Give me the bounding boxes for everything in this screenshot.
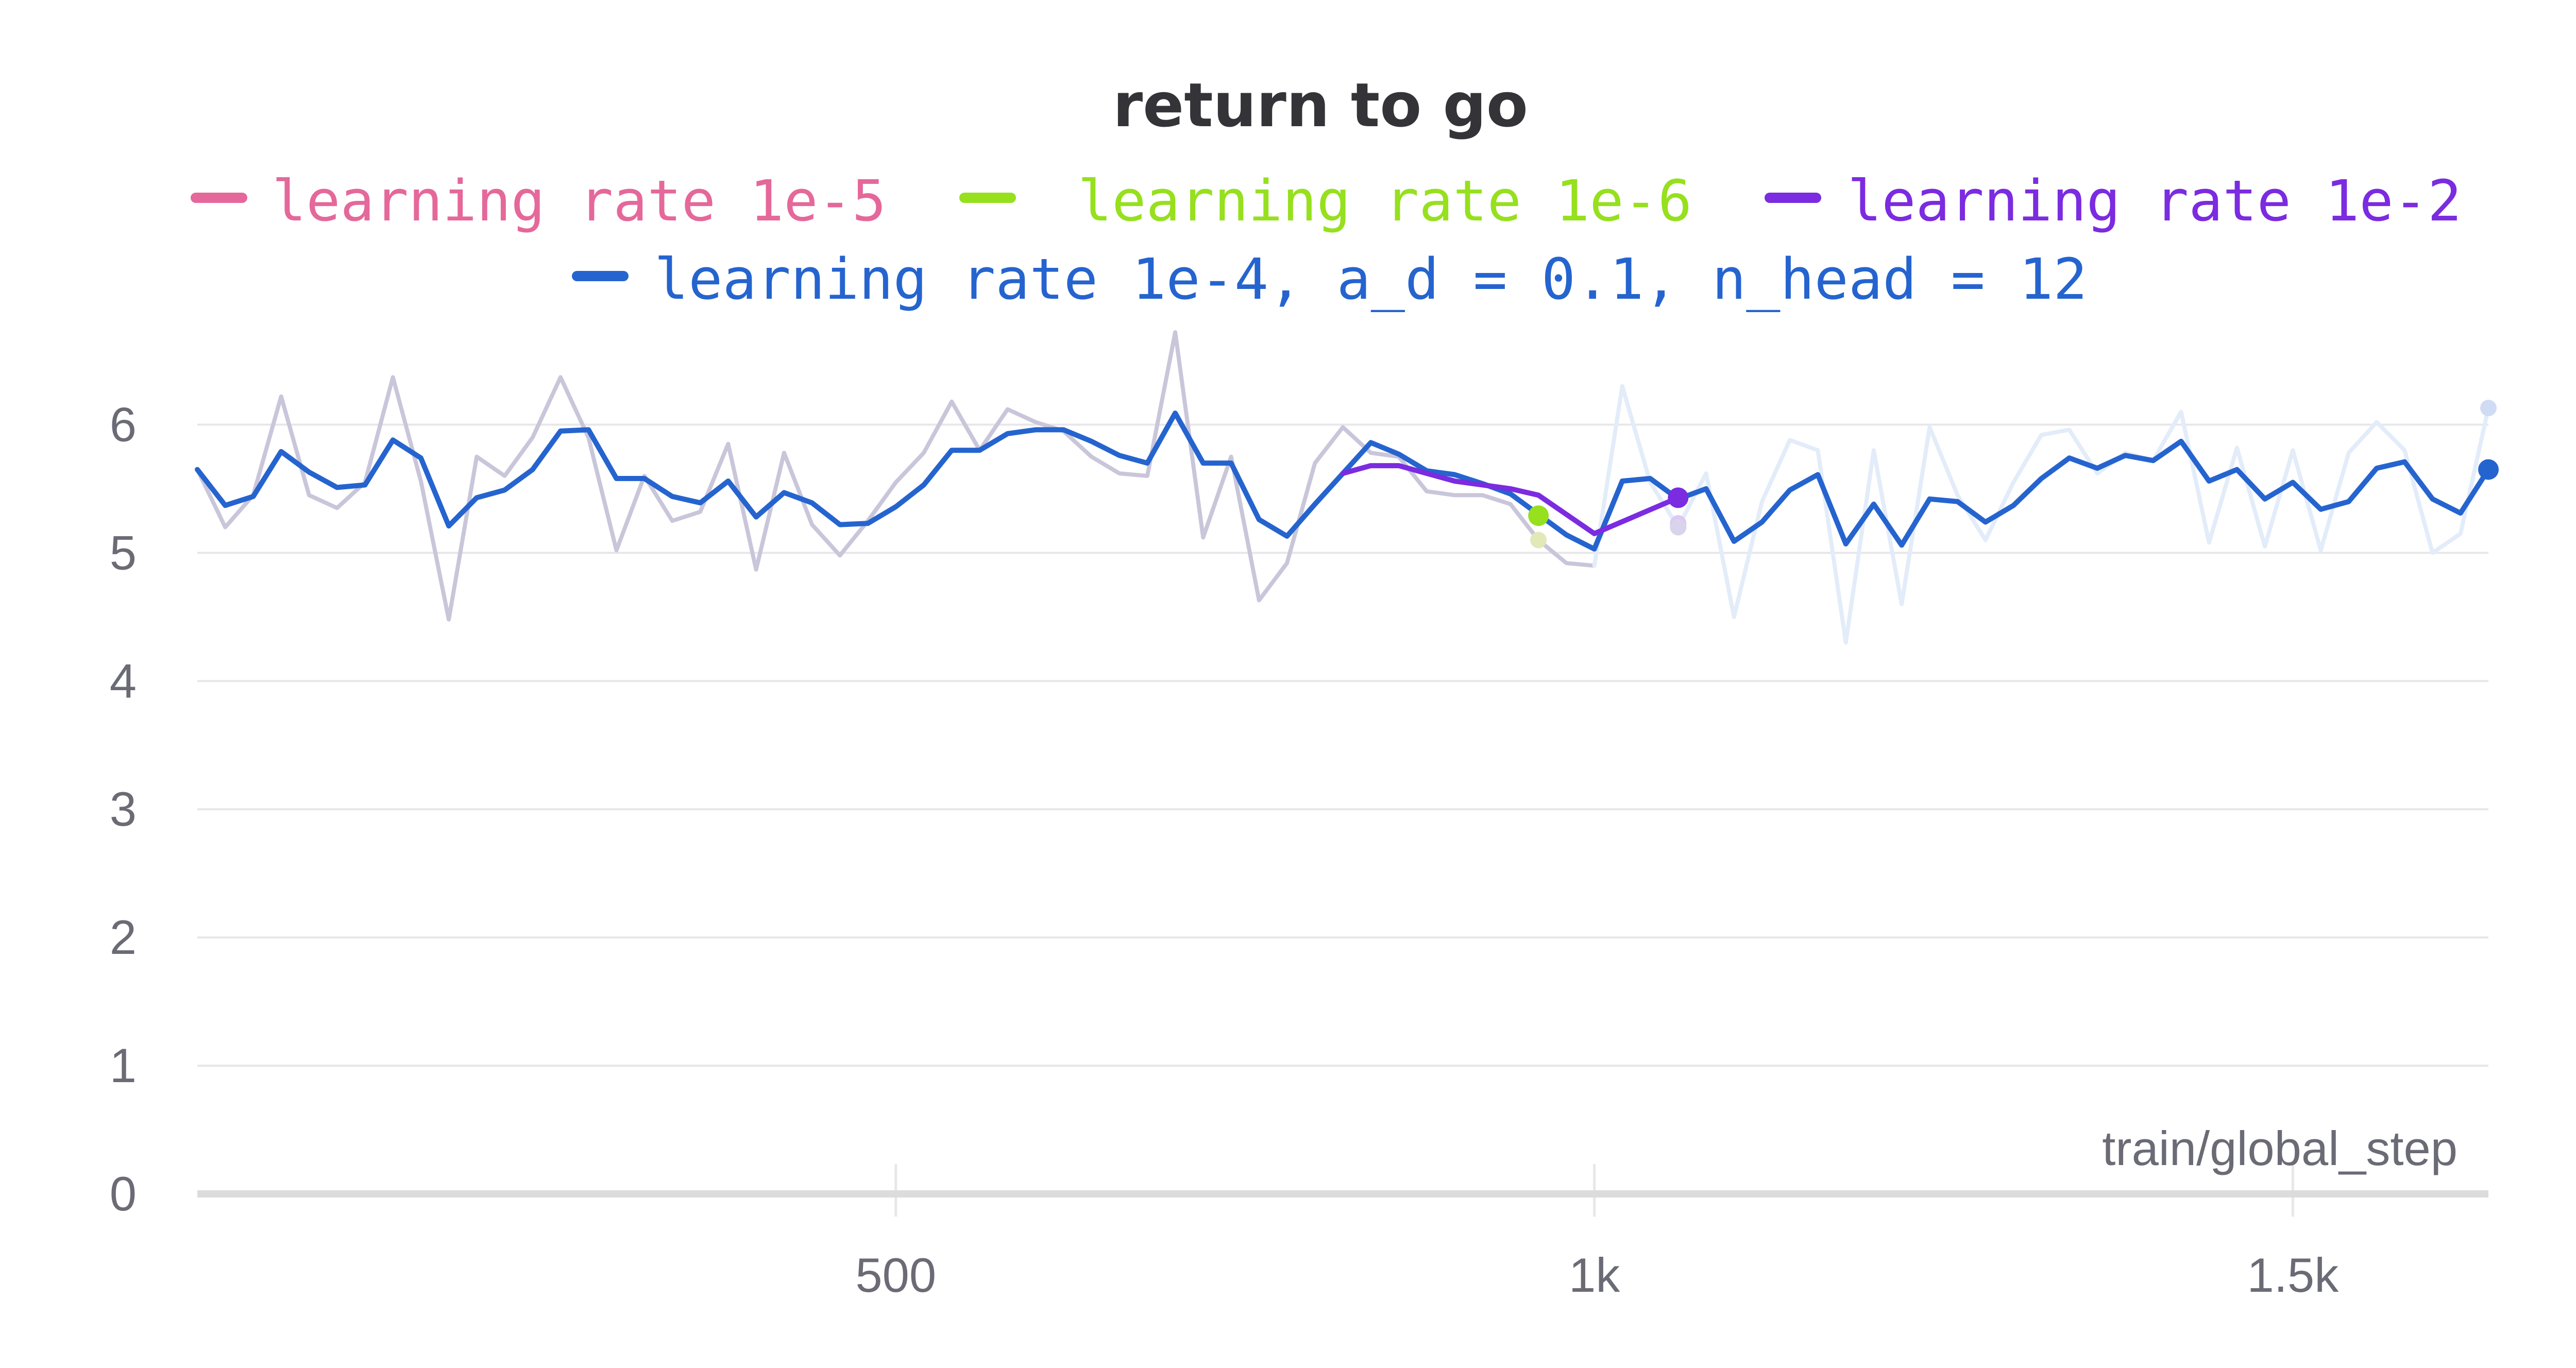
x-axis-title: train/global_step	[2102, 1121, 2458, 1175]
legend-item-lr-1e-6[interactable]: learning rate 1e-6	[959, 168, 1692, 234]
legend-label-lr-1e-6: learning rate 1e-6	[1078, 168, 1692, 234]
x-tick-labels: 500 1k 1.5k	[855, 1248, 2339, 1302]
x-axis-line	[197, 1190, 2488, 1198]
y-tick-labels: 0 1 2 3 4 5 6	[110, 397, 137, 1221]
raw-series-line-0	[195, 330, 1597, 622]
endpoint-marker-2	[2478, 459, 2499, 480]
legend-swatch-lr-1e-2	[1765, 193, 1821, 203]
y-tick-label-1: 1	[110, 1038, 137, 1092]
y-tick-label-4: 4	[110, 654, 137, 708]
x-tick-label-1500: 1.5k	[2247, 1248, 2340, 1302]
chart-title: return to go	[1113, 70, 1528, 141]
legend-swatch-lr-1e-6	[959, 193, 1016, 203]
faded-endpoint-marker-2	[1670, 519, 1687, 536]
y-tick-label-5: 5	[110, 525, 137, 579]
legend[interactable]: learning rate 1e-5 learning rate 1e-6 le…	[191, 168, 2462, 312]
legend-label-lr-1e-2: learning rate 1e-2	[1848, 168, 2462, 234]
series-line-learning-rate-1e-4-a-d-0-1-n-head-12	[195, 411, 2491, 552]
raw-series-line-1	[1592, 384, 2490, 645]
series-line-learning-rate-1e-2	[1340, 463, 1681, 536]
x-tick-label-1000: 1k	[1569, 1248, 1620, 1302]
y-tick-label-6: 6	[110, 397, 137, 451]
legend-label-lr-1e-4: learning rate 1e-4, a_d = 0.1, n_head = …	[654, 246, 2087, 312]
faded-endpoint-marker-0	[1530, 532, 1547, 549]
grid-lines	[197, 423, 2488, 1067]
endpoint-marker-1	[1668, 487, 1689, 508]
y-tick-label-0: 0	[110, 1167, 137, 1221]
x-tick-label-500: 500	[855, 1248, 936, 1302]
legend-swatch-lr-1e-5	[191, 193, 247, 203]
smoothed-series-lines	[195, 411, 2491, 552]
endpoint-markers	[1528, 400, 2499, 549]
legend-item-lr-1e-2[interactable]: learning rate 1e-2	[1765, 168, 2462, 234]
endpoint-marker-0	[1528, 505, 1549, 526]
legend-item-lr-1e-4[interactable]: learning rate 1e-4, a_d = 0.1, n_head = …	[572, 246, 2087, 312]
y-tick-label-2: 2	[110, 910, 137, 964]
y-tick-label-3: 3	[110, 782, 137, 836]
legend-swatch-lr-1e-4	[572, 271, 629, 281]
legend-label-lr-1e-5: learning rate 1e-5	[272, 168, 886, 234]
raw-series-lines	[195, 330, 2490, 645]
faded-endpoint-marker-raw-end	[2480, 400, 2497, 417]
legend-item-lr-1e-5[interactable]: learning rate 1e-5	[191, 168, 886, 234]
